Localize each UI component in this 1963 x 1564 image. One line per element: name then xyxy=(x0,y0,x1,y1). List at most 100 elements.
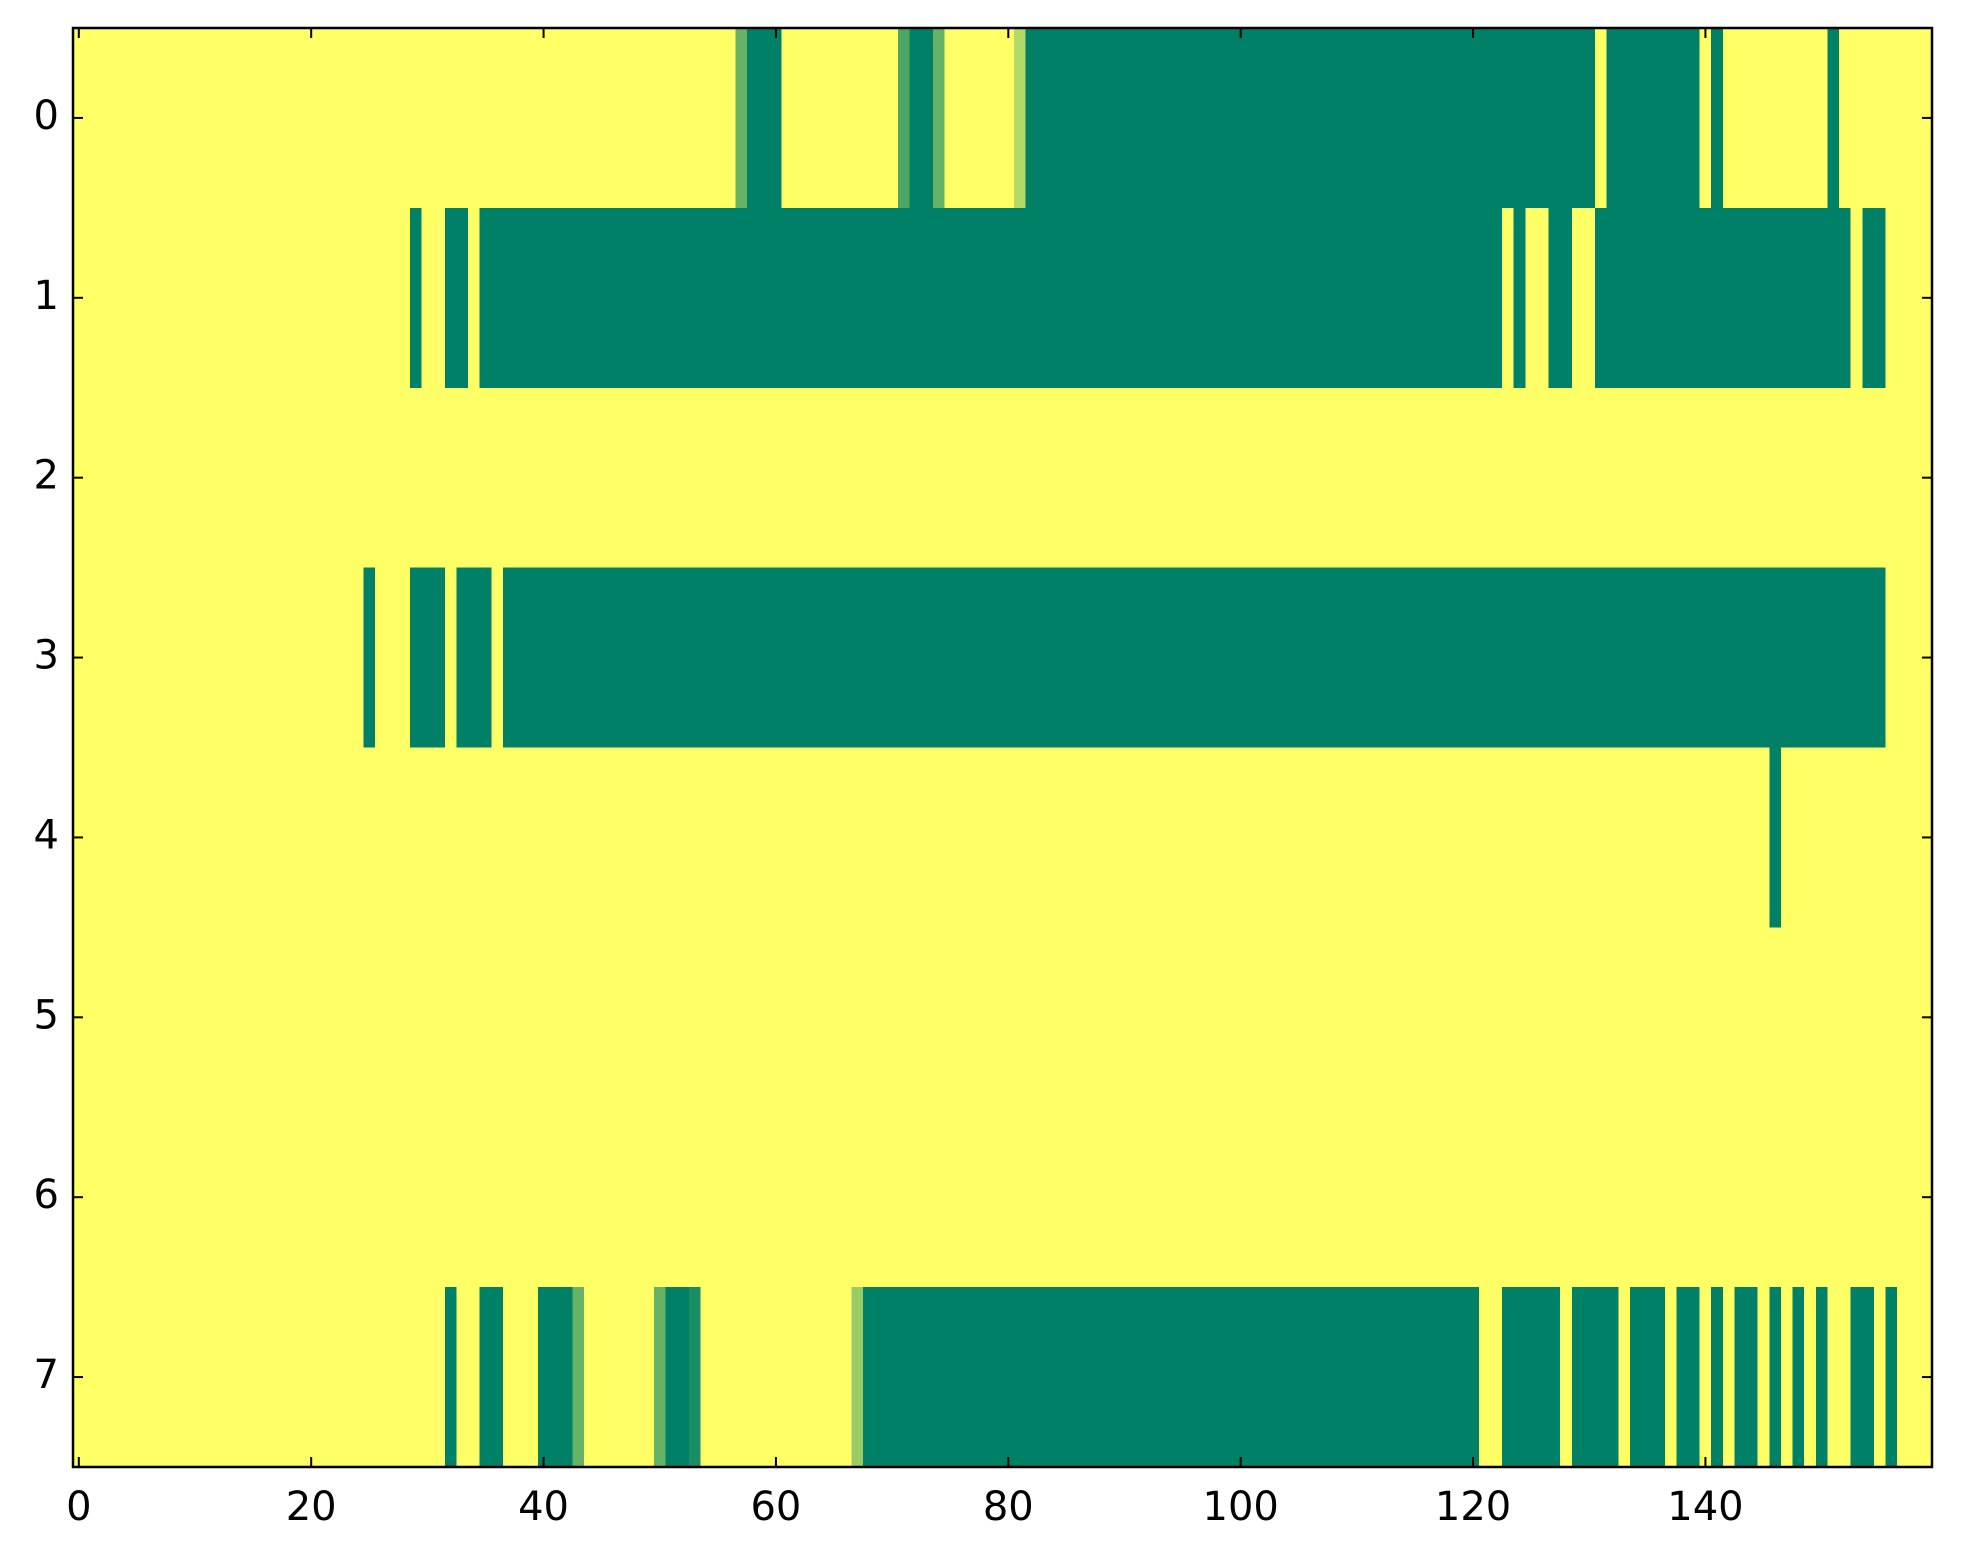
heatmap-cell xyxy=(409,927,423,1108)
heatmap-cell xyxy=(177,207,190,389)
heatmap-cell xyxy=(398,207,411,389)
heatmap-cell xyxy=(1595,747,1608,928)
heatmap-cell xyxy=(1688,927,1701,1108)
heatmap-cell xyxy=(131,207,144,389)
heatmap-cell xyxy=(1711,28,1724,209)
heatmap-cell xyxy=(1165,28,1178,209)
heatmap-cell xyxy=(200,927,214,1108)
heatmap-cell xyxy=(444,1107,458,1288)
heatmap-cell xyxy=(839,927,853,1108)
heatmap-cell xyxy=(1525,28,1538,209)
heatmap-cell xyxy=(619,207,632,389)
heatmap-cell xyxy=(1107,28,1120,209)
heatmap-cell xyxy=(1339,207,1352,389)
heatmap-cell xyxy=(1339,1107,1352,1288)
x-tick-label: 40 xyxy=(518,1484,569,1530)
heatmap-cell xyxy=(1618,207,1631,389)
heatmap-cell xyxy=(375,747,388,928)
heatmap-cell xyxy=(1316,387,1329,569)
heatmap-cell xyxy=(1618,1107,1631,1288)
heatmap-cell xyxy=(746,747,760,928)
heatmap-cell xyxy=(1223,387,1236,569)
heatmap-cell xyxy=(1176,747,1189,928)
heatmap-cell xyxy=(979,567,992,749)
heatmap-cell xyxy=(990,1107,1004,1288)
heatmap-cell xyxy=(1339,387,1352,569)
heatmap-cell xyxy=(1118,747,1131,928)
heatmap-cell xyxy=(1432,28,1445,209)
heatmap-cell xyxy=(1374,1107,1387,1288)
heatmap-cell xyxy=(956,207,969,389)
heatmap-cell xyxy=(526,387,539,569)
heatmap-cell xyxy=(212,207,225,389)
heatmap-cell xyxy=(1734,28,1747,209)
heatmap-cell xyxy=(1327,1107,1341,1288)
heatmap-cell xyxy=(851,747,864,928)
heatmap-cell xyxy=(1246,207,1259,389)
heatmap-cell xyxy=(712,28,725,209)
heatmap-cell xyxy=(305,28,318,209)
heatmap-cell xyxy=(642,567,655,749)
heatmap-cell xyxy=(1385,1107,1399,1288)
heatmap-cell xyxy=(1048,927,1062,1108)
heatmap-cell xyxy=(1757,1107,1770,1288)
heatmap-cell xyxy=(177,28,190,209)
heatmap-cell xyxy=(1815,387,1829,569)
heatmap-cell xyxy=(932,927,946,1108)
heatmap-cell xyxy=(1699,28,1712,209)
heatmap-cell xyxy=(1873,1107,1887,1288)
heatmap-cell xyxy=(1025,927,1038,1108)
heatmap-cell xyxy=(351,567,365,749)
heatmap-cell xyxy=(328,747,341,928)
heatmap-cell xyxy=(816,1107,829,1288)
heatmap-cell xyxy=(1571,387,1585,569)
heatmap-cell xyxy=(781,927,794,1108)
heatmap-cell xyxy=(165,28,179,209)
heatmap-cell xyxy=(1606,567,1619,749)
heatmap-cell xyxy=(1176,927,1189,1108)
heatmap-cell xyxy=(1118,28,1131,209)
heatmap-cell xyxy=(1048,387,1062,569)
heatmap-cell xyxy=(1478,747,1492,928)
heatmap-cell xyxy=(619,1287,632,1468)
y-tick-label: 3 xyxy=(34,633,59,679)
heatmap-cell xyxy=(421,1107,434,1288)
heatmap-cell xyxy=(200,567,214,749)
heatmap-cell xyxy=(491,1107,504,1288)
heatmap-cell xyxy=(700,747,713,928)
x-tick-label: 60 xyxy=(750,1484,801,1530)
heatmap-cell xyxy=(665,927,678,1108)
heatmap-cell xyxy=(712,207,725,389)
heatmap-cell xyxy=(921,207,934,389)
heatmap-cell xyxy=(1339,747,1352,928)
heatmap-cell xyxy=(1606,1107,1619,1288)
heatmap-cell xyxy=(456,567,469,749)
heatmap-cell xyxy=(363,567,376,749)
heatmap-cell xyxy=(653,387,667,569)
heatmap-cell xyxy=(1583,567,1596,749)
heatmap-cell xyxy=(1234,28,1248,209)
heatmap-cell xyxy=(653,1287,667,1468)
heatmap-cell xyxy=(1757,387,1770,569)
heatmap-cell xyxy=(84,207,97,389)
heatmap-cell xyxy=(630,747,643,928)
heatmap-cell xyxy=(258,567,272,749)
heatmap-cell xyxy=(723,927,736,1108)
heatmap-cell xyxy=(1757,747,1770,928)
heatmap-cell xyxy=(1304,387,1317,569)
heatmap-cell xyxy=(1060,1287,1073,1468)
heatmap-cell xyxy=(1165,927,1178,1108)
heatmap-cell xyxy=(1130,28,1143,209)
heatmap-cell xyxy=(247,387,260,569)
heatmap-cell xyxy=(909,28,922,209)
heatmap-cell xyxy=(781,747,794,928)
heatmap-cell xyxy=(770,747,783,928)
heatmap-cell xyxy=(735,387,748,569)
heatmap-cell xyxy=(1722,567,1736,749)
heatmap-cell xyxy=(607,387,620,569)
heatmap-cell xyxy=(96,387,109,569)
heatmap-cell xyxy=(1536,747,1550,928)
heatmap-cell xyxy=(340,747,353,928)
heatmap-cell xyxy=(1583,927,1596,1108)
heatmap-cell xyxy=(189,1107,202,1288)
